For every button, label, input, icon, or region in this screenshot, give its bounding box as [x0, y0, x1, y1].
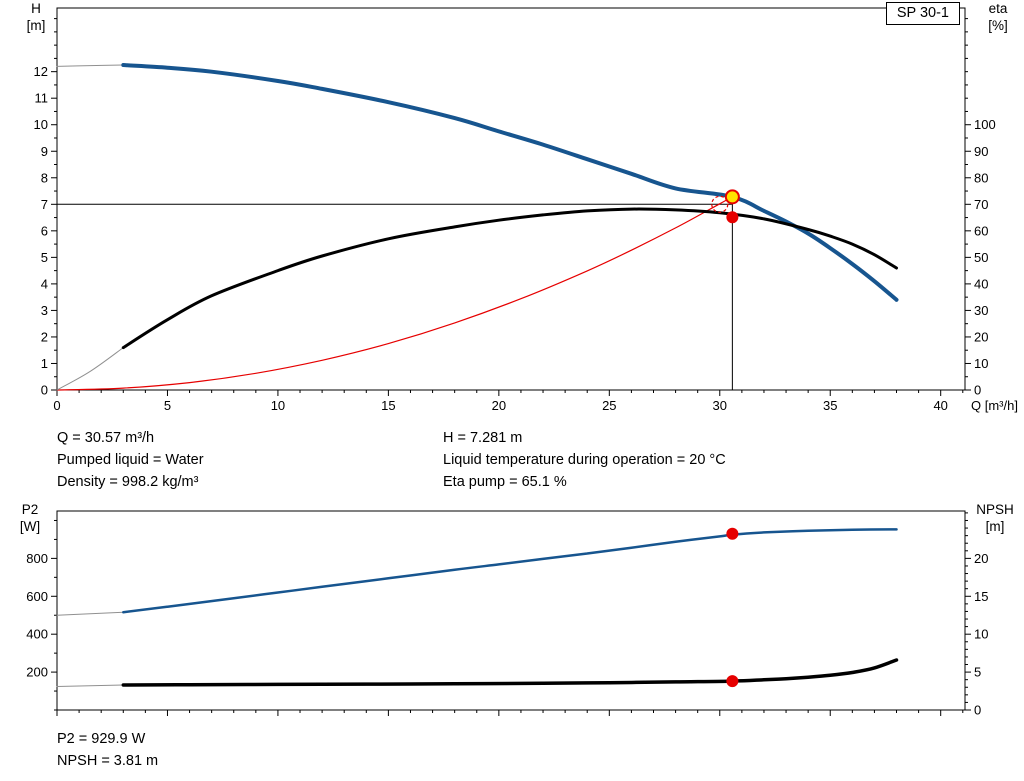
- info-head: H = 7.281 m: [443, 430, 523, 446]
- right-tick-label: 15: [974, 589, 988, 604]
- x-tick-label: 10: [271, 398, 285, 413]
- npsh-axis-quantity: NPSH: [976, 502, 1014, 517]
- right-tick-label: 40: [974, 276, 988, 291]
- power-npsh-chart: 200 400 600 800 0 5 10 15 20: [26, 510, 988, 718]
- x-axis-label: Q [m³/h]: [971, 398, 1018, 413]
- x-tick-label: 35: [823, 398, 837, 413]
- head-curve: [121, 63, 899, 302]
- right-tick-label: 20: [974, 329, 988, 344]
- right-tick-label: 80: [974, 170, 988, 185]
- p2-curve-lead: [56, 611, 124, 616]
- plot-frame: [56, 7, 966, 391]
- left-axis-quantity: H: [31, 1, 41, 16]
- plot-frame: [56, 510, 966, 711]
- left-tick-label: 12: [34, 64, 48, 79]
- p2-axis-title: P2 [W]: [8, 501, 52, 535]
- left-tick-label: 10: [34, 117, 48, 132]
- info-liquid: Pumped liquid = Water: [57, 452, 204, 468]
- left-tick-label: 7: [41, 197, 48, 212]
- left-tick-label: 3: [41, 303, 48, 318]
- right-tick-label: 5: [974, 665, 981, 680]
- power-npsh-info: P2 = 929.9 W NPSH = 3.81 m: [0, 728, 1024, 772]
- right-tick-label: 60: [974, 223, 988, 238]
- npsh-point-marker: [726, 675, 739, 688]
- right-tick-label: 0: [974, 383, 981, 398]
- info-density: Density = 998.2 kg/m³: [57, 474, 199, 490]
- info-eta-pump: Eta pump = 65.1 %: [443, 474, 567, 490]
- right-axis-unit: [%]: [988, 18, 1008, 33]
- eta-point-marker: [726, 211, 739, 224]
- power-npsh-chart-area: P2 [W] NPSH [m] 200 400 600 800 0 5 10 15 20: [0, 501, 1024, 718]
- npsh-curve: [121, 658, 899, 687]
- right-tick-label: 100: [974, 117, 996, 132]
- right-tick-label: 70: [974, 197, 988, 212]
- right-tick-label: 90: [974, 144, 988, 159]
- left-tick-label: 200: [26, 665, 48, 680]
- x-tick-label: 40: [933, 398, 947, 413]
- left-tick-label: 6: [41, 223, 48, 238]
- x-tick-label: 5: [164, 398, 171, 413]
- p2-axis-unit: [W]: [19, 519, 41, 534]
- left-tick-label: 400: [26, 627, 48, 642]
- npsh-axis-title: NPSH [m]: [966, 501, 1024, 535]
- hq-chart-area: H [m] eta [%] SP 30-1 0 5 10 15 20 25 30 35 40 Q …: [16, 0, 1020, 413]
- requested-duty-circle: [711, 195, 729, 213]
- p2-axis-quantity: P2: [21, 502, 39, 517]
- right-tick-label: 0: [974, 703, 981, 718]
- left-tick-label: 5: [41, 250, 48, 265]
- x-tick-label: 25: [602, 398, 616, 413]
- p2-curve: [122, 528, 898, 614]
- right-tick-label: 20: [974, 551, 988, 566]
- duty-point-info: Q = 30.57 m³/h H = 7.281 m Pumped liquid…: [0, 427, 1024, 493]
- duty-point-marker: [724, 189, 740, 205]
- left-tick-label: 1: [41, 356, 48, 371]
- info-p2: P2 = 929.9 W: [57, 731, 146, 747]
- info-flow: Q = 30.57 m³/h: [57, 430, 155, 446]
- x-tick-label: 0: [53, 398, 60, 413]
- left-tick-label: 11: [35, 91, 49, 106]
- p2-point-marker: [726, 527, 739, 540]
- left-tick-label: 4: [41, 276, 48, 291]
- info-row: Pumped liquid = Water Liquid temperature…: [57, 449, 1024, 471]
- info-row: Q = 30.57 m³/h H = 7.281 m: [57, 427, 1024, 449]
- head-curve-lead: [56, 64, 124, 67]
- system-curve: [56, 196, 733, 391]
- left-tick-label: 800: [26, 551, 48, 566]
- npsh-curve-lead: [56, 684, 124, 687]
- right-axis-title: eta [%]: [976, 0, 1020, 34]
- left-tick-label: 8: [41, 170, 48, 185]
- left-tick-label: 0: [41, 383, 48, 398]
- info-temperature: Liquid temperature during operation = 20…: [443, 452, 726, 468]
- x-tick-label: 20: [492, 398, 506, 413]
- npsh-axis-unit: [m]: [985, 519, 1005, 534]
- left-tick-label: 9: [41, 144, 48, 159]
- right-tick-label: 30: [974, 303, 988, 318]
- right-tick-label: 50: [974, 250, 988, 265]
- right-axis-quantity: eta: [988, 1, 1008, 16]
- left-tick-label: 600: [26, 589, 48, 604]
- right-tick-label: 10: [974, 627, 988, 642]
- eta-curve: [121, 207, 898, 350]
- x-tick-label: 15: [381, 398, 395, 413]
- left-axis-title: H [m]: [16, 0, 56, 34]
- eta-curve-lead: [56, 347, 124, 391]
- left-axis-unit: [m]: [26, 18, 46, 33]
- pump-model-badge: SP 30-1: [885, 2, 960, 25]
- hq-chart: 0 5 10 15 20 25 30 35 40 Q [m³/h]0123456789101112…: [34, 7, 1018, 413]
- right-tick-label: 10: [974, 356, 988, 371]
- x-tick-label: 30: [713, 398, 727, 413]
- info-npsh: NPSH = 3.81 m: [57, 753, 159, 769]
- left-tick-label: 2: [41, 329, 48, 344]
- info-row: Density = 998.2 kg/m³ Eta pump = 65.1 %: [57, 471, 1024, 493]
